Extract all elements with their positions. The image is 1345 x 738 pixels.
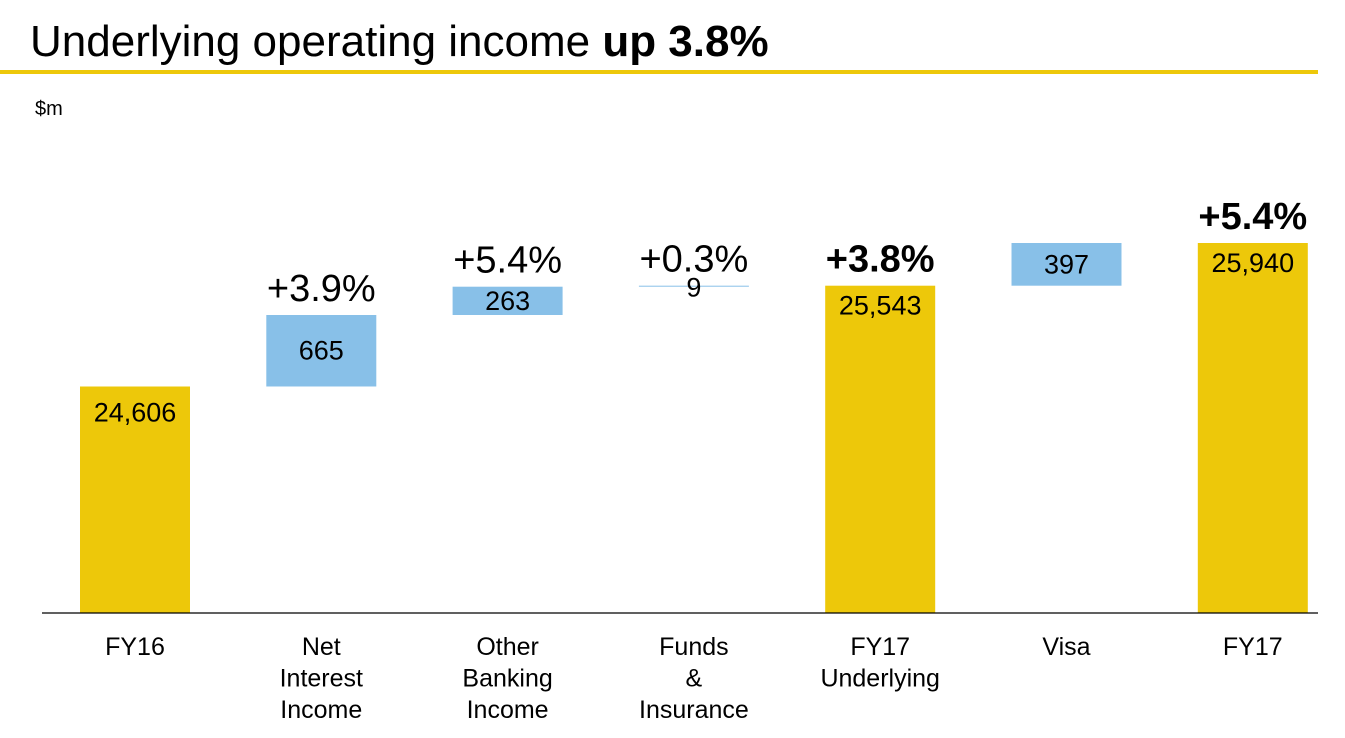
category-label-line: Income bbox=[467, 696, 549, 724]
bar-percent-label: +5.4% bbox=[453, 240, 562, 282]
category-label-line: FY17 bbox=[1223, 633, 1283, 661]
category-label-line: Banking bbox=[462, 665, 552, 693]
bar-value-label: 263 bbox=[485, 286, 530, 316]
bar-value-label: 25,543 bbox=[839, 291, 922, 321]
category-label-line: Other bbox=[476, 633, 539, 661]
category-label-line: & bbox=[686, 665, 703, 693]
bar-delta bbox=[1011, 243, 1122, 286]
category-label-line: Net bbox=[302, 633, 341, 661]
category-label-line: Income bbox=[280, 696, 362, 724]
bar-percent-label: +3.8% bbox=[826, 239, 935, 281]
bar-delta bbox=[452, 286, 563, 315]
bar-percent-label: +0.3% bbox=[639, 239, 748, 281]
page-title: Underlying operating income up 3.8% bbox=[30, 14, 769, 70]
bar-percent-label: +3.9% bbox=[267, 268, 376, 310]
category-label: FY16 bbox=[105, 633, 165, 661]
category-label: Other Banking Income bbox=[462, 633, 552, 724]
bar-percent-label: +5.4% bbox=[1198, 196, 1307, 238]
bar-total bbox=[825, 285, 936, 613]
title-emphasis: up 3.8% bbox=[602, 17, 769, 66]
category-label: FY17 Underlying bbox=[820, 633, 940, 693]
category-label-line: FY17 bbox=[850, 633, 910, 661]
category-label-line: Visa bbox=[1042, 633, 1090, 661]
category-label-line: Insurance bbox=[639, 696, 749, 724]
category-label-line: Funds bbox=[659, 633, 728, 661]
category-label: Net Interest Income bbox=[280, 633, 363, 724]
category-label: Funds & Insurance bbox=[639, 633, 749, 724]
category-label-line: Interest bbox=[280, 665, 363, 693]
bar-value-label: 9 bbox=[686, 273, 701, 303]
unit-label: $m bbox=[35, 98, 63, 120]
category-label-line: FY16 bbox=[105, 633, 165, 661]
bar-delta bbox=[638, 285, 749, 287]
bar-value-label: 25,940 bbox=[1212, 248, 1295, 278]
bar-total bbox=[1197, 243, 1308, 613]
bar-value-label: 665 bbox=[299, 336, 344, 366]
category-label-line: Underlying bbox=[820, 665, 940, 693]
bar-value-label: 24,606 bbox=[94, 398, 177, 428]
bar-delta bbox=[266, 315, 377, 387]
bar-value-label: 397 bbox=[1044, 249, 1089, 279]
bar-total bbox=[80, 386, 190, 613]
title-regular: Underlying operating income bbox=[30, 17, 603, 66]
category-label: FY17 bbox=[1223, 633, 1283, 661]
category-label: Visa bbox=[1042, 633, 1090, 661]
title-underline bbox=[0, 70, 1318, 74]
